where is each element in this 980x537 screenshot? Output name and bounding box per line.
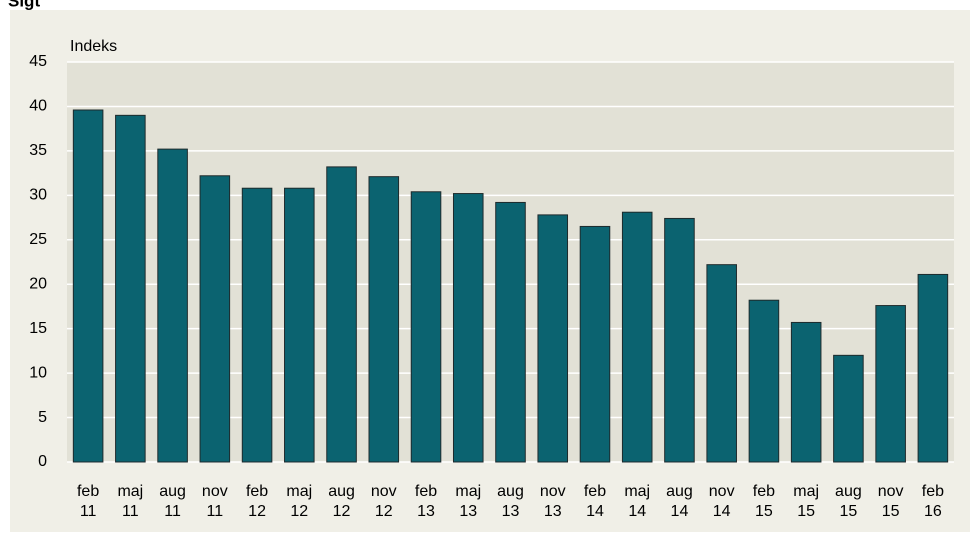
x-tick-label-line: 16 [924, 503, 942, 520]
x-tick-label-line: nov [709, 483, 735, 500]
x-tick-label-line: 12 [248, 503, 266, 520]
x-tick-label-line: aug [328, 483, 355, 500]
x-tick-label-line: 13 [417, 503, 435, 520]
bar [410, 191, 442, 463]
y-tick-label: 0 [38, 453, 47, 470]
x-tick-label: feb 14 [584, 483, 606, 520]
x-tick-label-line: 15 [797, 503, 815, 520]
x-tick-label-line: 14 [586, 503, 604, 520]
x-tick-label-line: maj [455, 483, 481, 500]
x-tick-label-line: 14 [713, 503, 731, 520]
x-tick-label: maj 15 [793, 483, 819, 520]
x-tick-label-line: 14 [671, 503, 689, 520]
x-tick-label-line: 15 [840, 503, 858, 520]
bar [284, 187, 315, 463]
x-tick-label: feb 15 [753, 483, 775, 520]
y-tick-label: 30 [29, 187, 47, 204]
x-tick-label-line: 11 [207, 503, 224, 520]
x-tick-label-line: 13 [544, 503, 562, 520]
bar [748, 299, 780, 463]
bar [664, 217, 695, 463]
x-tick-label: aug 15 [835, 483, 862, 520]
x-tick-label-line: 12 [375, 503, 393, 520]
y-tick-label: 35 [29, 142, 47, 159]
x-tick-label-line: aug [666, 483, 693, 500]
x-tick-label-line: feb [415, 483, 437, 500]
x-tick-label: aug 12 [328, 483, 355, 520]
chart-title: Sigt [8, 0, 40, 10]
x-tick-label: aug 11 [159, 483, 186, 520]
x-tick-label-line: nov [371, 483, 397, 500]
x-tick-label-line: 15 [755, 503, 773, 520]
y-tick-label: 20 [29, 275, 47, 292]
bar [115, 114, 146, 463]
x-tick-label: feb 11 [77, 483, 99, 520]
y-tick-label: 45 [29, 53, 47, 70]
bar [199, 175, 231, 463]
x-tick-label: maj 13 [455, 483, 481, 520]
y-tick-label: 40 [29, 98, 47, 115]
x-tick-label-line: nov [540, 483, 566, 500]
y-tick-label: 25 [29, 231, 47, 248]
bar [72, 109, 104, 463]
bar [452, 193, 484, 463]
y-tick-label: 10 [29, 364, 47, 381]
x-tick-label-line: maj [286, 483, 312, 500]
x-tick-label-line: 11 [122, 503, 139, 520]
x-tick-label: feb 16 [922, 483, 944, 520]
x-tick-label-line: 12 [333, 503, 351, 520]
x-tick-label-line: aug [159, 483, 186, 500]
x-tick-label-line: aug [835, 483, 862, 500]
y-tick-label: 15 [29, 320, 47, 337]
x-tick-label: aug 13 [497, 483, 524, 520]
bar [621, 211, 653, 463]
x-tick-label: aug 14 [666, 483, 693, 520]
x-tick-label-line: feb [77, 483, 99, 500]
x-tick-label-line: 13 [502, 503, 520, 520]
bar [790, 321, 822, 463]
x-tick-label: maj 14 [624, 483, 650, 520]
x-tick-label: nov 15 [878, 483, 904, 520]
bar [833, 354, 864, 463]
x-tick-label-line: 12 [290, 503, 308, 520]
x-tick-label-line: feb [246, 483, 268, 500]
x-tick-label-line: 11 [164, 503, 181, 520]
x-tick-label: nov 14 [709, 483, 735, 520]
x-tick-label: feb 12 [246, 483, 268, 520]
x-tick-label-line: nov [878, 483, 904, 500]
bar [579, 225, 611, 463]
x-tick-label: nov 12 [371, 483, 397, 520]
x-tick-label: maj 12 [286, 483, 312, 520]
x-tick-label: nov 13 [540, 483, 566, 520]
x-tick-label-line: 13 [459, 503, 477, 520]
bar [495, 201, 526, 463]
bar [537, 214, 569, 463]
x-tick-label-line: maj [793, 483, 819, 500]
bar [157, 148, 188, 463]
x-tick-label-line: nov [202, 483, 228, 500]
x-tick-label: nov 11 [202, 483, 228, 520]
x-tick-label: feb 13 [415, 483, 437, 520]
x-tick-label-line: feb [584, 483, 606, 500]
x-tick-label-line: aug [497, 483, 524, 500]
x-tick-label-line: 11 [80, 503, 97, 520]
bar [917, 273, 949, 463]
x-tick-label-line: 15 [882, 503, 900, 520]
x-tick-label-line: maj [624, 483, 650, 500]
bar [875, 305, 906, 463]
x-tick-label-line: feb [922, 483, 944, 500]
y-tick-label: 5 [38, 409, 47, 426]
bar [241, 187, 273, 463]
bar [706, 264, 737, 463]
x-tick-label-line: 14 [628, 503, 646, 520]
bar [326, 166, 357, 463]
x-tick-label-line: maj [117, 483, 143, 500]
bar [368, 176, 400, 463]
x-tick-label-line: feb [753, 483, 775, 500]
x-tick-label: maj 11 [117, 483, 143, 520]
y-axis-label: Indeks [70, 38, 117, 55]
